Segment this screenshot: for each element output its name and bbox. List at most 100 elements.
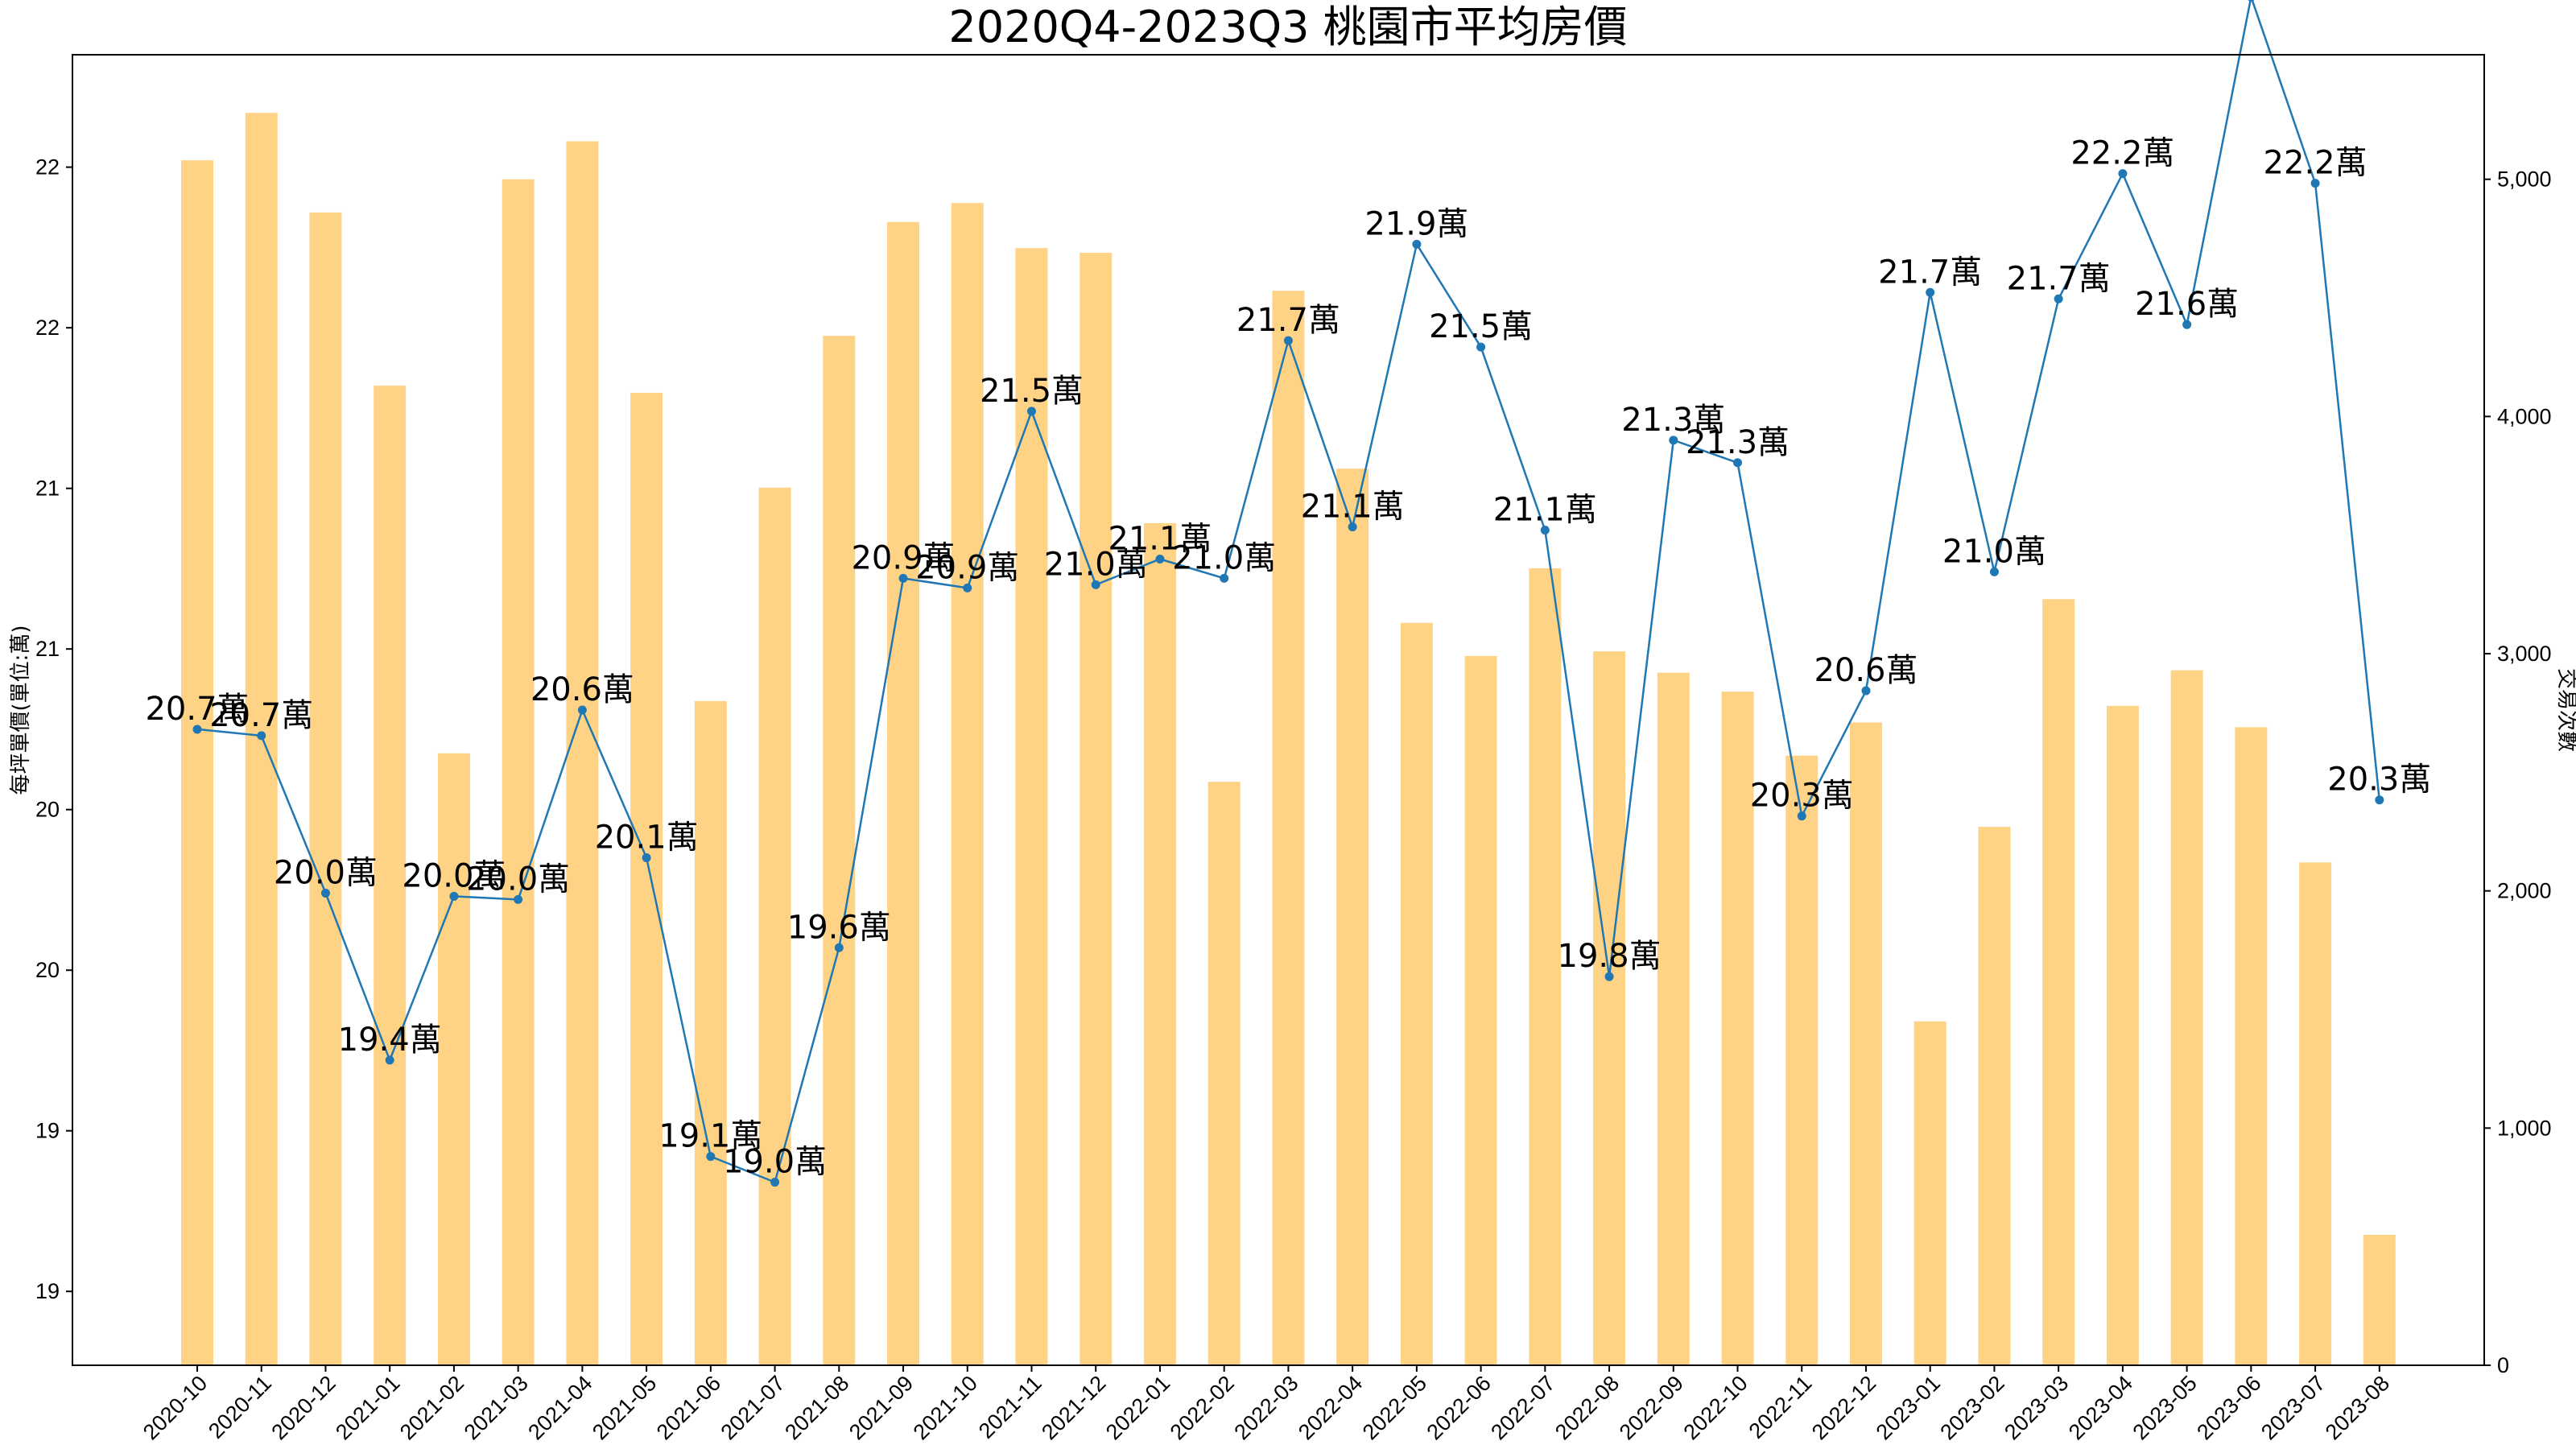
bar-2022-09 (1657, 672, 1690, 1365)
data-label-2020-12: 20.0萬 (274, 854, 378, 891)
bar-2023-05 (2170, 670, 2203, 1365)
x-tick-label: 2021-11 (974, 1371, 1046, 1443)
chart-title: 2020Q4-2023Q3 桃園市平均房價 (948, 2, 1627, 52)
price-point-2021-10 (963, 583, 972, 592)
price-point-2023-05 (2182, 320, 2192, 329)
price-point-2022-07 (1540, 526, 1550, 535)
bar-2022-07 (1529, 568, 1562, 1365)
price-point-2021-06 (706, 1152, 716, 1162)
data-label-2022-04: 21.1萬 (1301, 489, 1405, 526)
price-point-2022-12 (1861, 686, 1871, 696)
bar-2023-04 (2106, 705, 2139, 1365)
data-label-2020-10: 20.7萬 (145, 691, 249, 728)
bar-2022-06 (1464, 655, 1497, 1365)
price-point-2021-09 (898, 573, 908, 583)
price-point-2022-01 (1155, 554, 1165, 564)
price-point-2022-11 (1797, 811, 1806, 821)
x-tick-label: 2021-01 (331, 1371, 404, 1444)
plot-frame (72, 54, 2485, 1366)
x-tick-label: 2021-03 (460, 1371, 533, 1444)
x-tick-label: 2022-02 (1166, 1371, 1239, 1444)
bar-2022-11 (1785, 755, 1818, 1365)
bar-2023-01 (1913, 1021, 1946, 1365)
right-axis-label: 交易次數 (2554, 668, 2576, 752)
bar-2021-06 (694, 700, 727, 1365)
data-label-2022-10: 21.3萬 (1686, 424, 1790, 461)
bar-2023-03 (2042, 599, 2075, 1365)
data-labels: 20.7萬20.7萬20.0萬19.4萬20.0萬20.0萬20.6萬20.1萬… (145, 135, 2431, 1181)
right-tick-label: 2,000 (2497, 879, 2552, 903)
data-label-2021-04: 20.6萬 (530, 671, 634, 708)
price-point-2023-08 (2375, 795, 2384, 805)
bar-2021-07 (758, 487, 791, 1366)
price-point-2022-02 (1220, 573, 1229, 583)
price-point-2022-03 (1283, 336, 1293, 345)
price-point-2021-01 (385, 1055, 394, 1065)
price-point-2020-10 (192, 724, 202, 734)
bar-2023-06 (2235, 727, 2268, 1365)
data-label-2021-08: 19.6萬 (787, 909, 891, 946)
price-point-2021-03 (514, 894, 523, 904)
x-tick-label: 2021-05 (588, 1371, 661, 1444)
bar-2023-08 (2363, 1234, 2396, 1365)
left-tick-label: 19 (35, 1119, 60, 1143)
x-tick-label: 2021-02 (395, 1371, 469, 1444)
bar-2022-08 (1593, 651, 1626, 1365)
right-tick-label: 3,000 (2497, 642, 2552, 666)
x-tick-label: 2023-04 (2064, 1371, 2137, 1444)
x-tick-label: 2022-08 (1550, 1371, 1624, 1444)
data-label-2021-10: 20.9萬 (915, 549, 1019, 586)
right-axis: 0 1,000 2,000 3,000 4,000 5,000 (2484, 167, 2552, 1377)
x-tick-label: 2023-05 (2128, 1371, 2202, 1444)
price-point-2023-01 (1926, 287, 1935, 297)
x-tick-label: 2023-07 (2256, 1371, 2330, 1444)
right-tick-label: 0 (2497, 1353, 2509, 1377)
data-label-2021-05: 20.1萬 (595, 819, 699, 857)
bar-2020-12 (309, 212, 342, 1365)
price-point-2023-03 (2054, 294, 2063, 303)
right-tick-label: 5,000 (2497, 167, 2552, 192)
x-tick-label: 2023-01 (1872, 1371, 1945, 1444)
left-axis-label: 每坪單價(單位:萬) (9, 625, 33, 795)
bar-2022-12 (1849, 722, 1882, 1365)
left-tick-label: 20 (35, 958, 60, 982)
bar-2021-11 (1015, 248, 1048, 1365)
x-tick-label: 2023-02 (1935, 1371, 2008, 1444)
data-label-2022-01: 21.1萬 (1108, 520, 1212, 557)
x-tick-label: 2023-06 (2192, 1371, 2265, 1444)
price-point-2021-02 (449, 891, 459, 901)
data-label-2021-12: 21.0萬 (1044, 546, 1148, 583)
bar-2022-02 (1208, 782, 1241, 1365)
price-point-2021-12 (1091, 580, 1100, 589)
x-tick-label: 2022-10 (1678, 1371, 1752, 1444)
price-point-2023-04 (2118, 169, 2128, 179)
bar-2021-02 (437, 753, 470, 1365)
data-label-2023-07: 22.2萬 (2264, 145, 2368, 182)
x-tick-label: 2022-11 (1744, 1371, 1817, 1443)
bar-2022-01 (1143, 522, 1176, 1365)
bar-2021-04 (566, 141, 599, 1365)
bar-2021-05 (630, 392, 663, 1366)
data-label-2021-01: 19.4萬 (338, 1022, 442, 1059)
data-label-2022-03: 21.7萬 (1236, 302, 1340, 339)
bar-2021-12 (1080, 253, 1113, 1365)
left-tick-label: 22 (35, 155, 60, 180)
price-point-2020-12 (320, 888, 330, 898)
data-label-2023-03: 21.7萬 (2007, 260, 2111, 297)
left-tick-label: 21 (35, 637, 60, 661)
bar-2022-10 (1721, 691, 1754, 1365)
left-tick-label: 21 (35, 477, 60, 501)
bar-2022-03 (1272, 291, 1305, 1366)
bar-2021-08 (823, 336, 856, 1365)
x-tick-label: 2020-12 (266, 1371, 340, 1444)
data-label-2020-11: 20.7萬 (209, 697, 313, 734)
left-tick-label: 20 (35, 798, 60, 822)
data-label-2021-09: 20.9萬 (851, 539, 955, 576)
bar-2023-02 (1978, 827, 2011, 1365)
price-point-2022-09 (1669, 436, 1678, 445)
x-tick-label: 2022-09 (1615, 1371, 1688, 1444)
data-label-2022-11: 20.3萬 (1750, 778, 1854, 815)
data-label-2023-02: 21.0萬 (1942, 533, 2046, 570)
x-tick-label: 2022-07 (1486, 1371, 1559, 1444)
